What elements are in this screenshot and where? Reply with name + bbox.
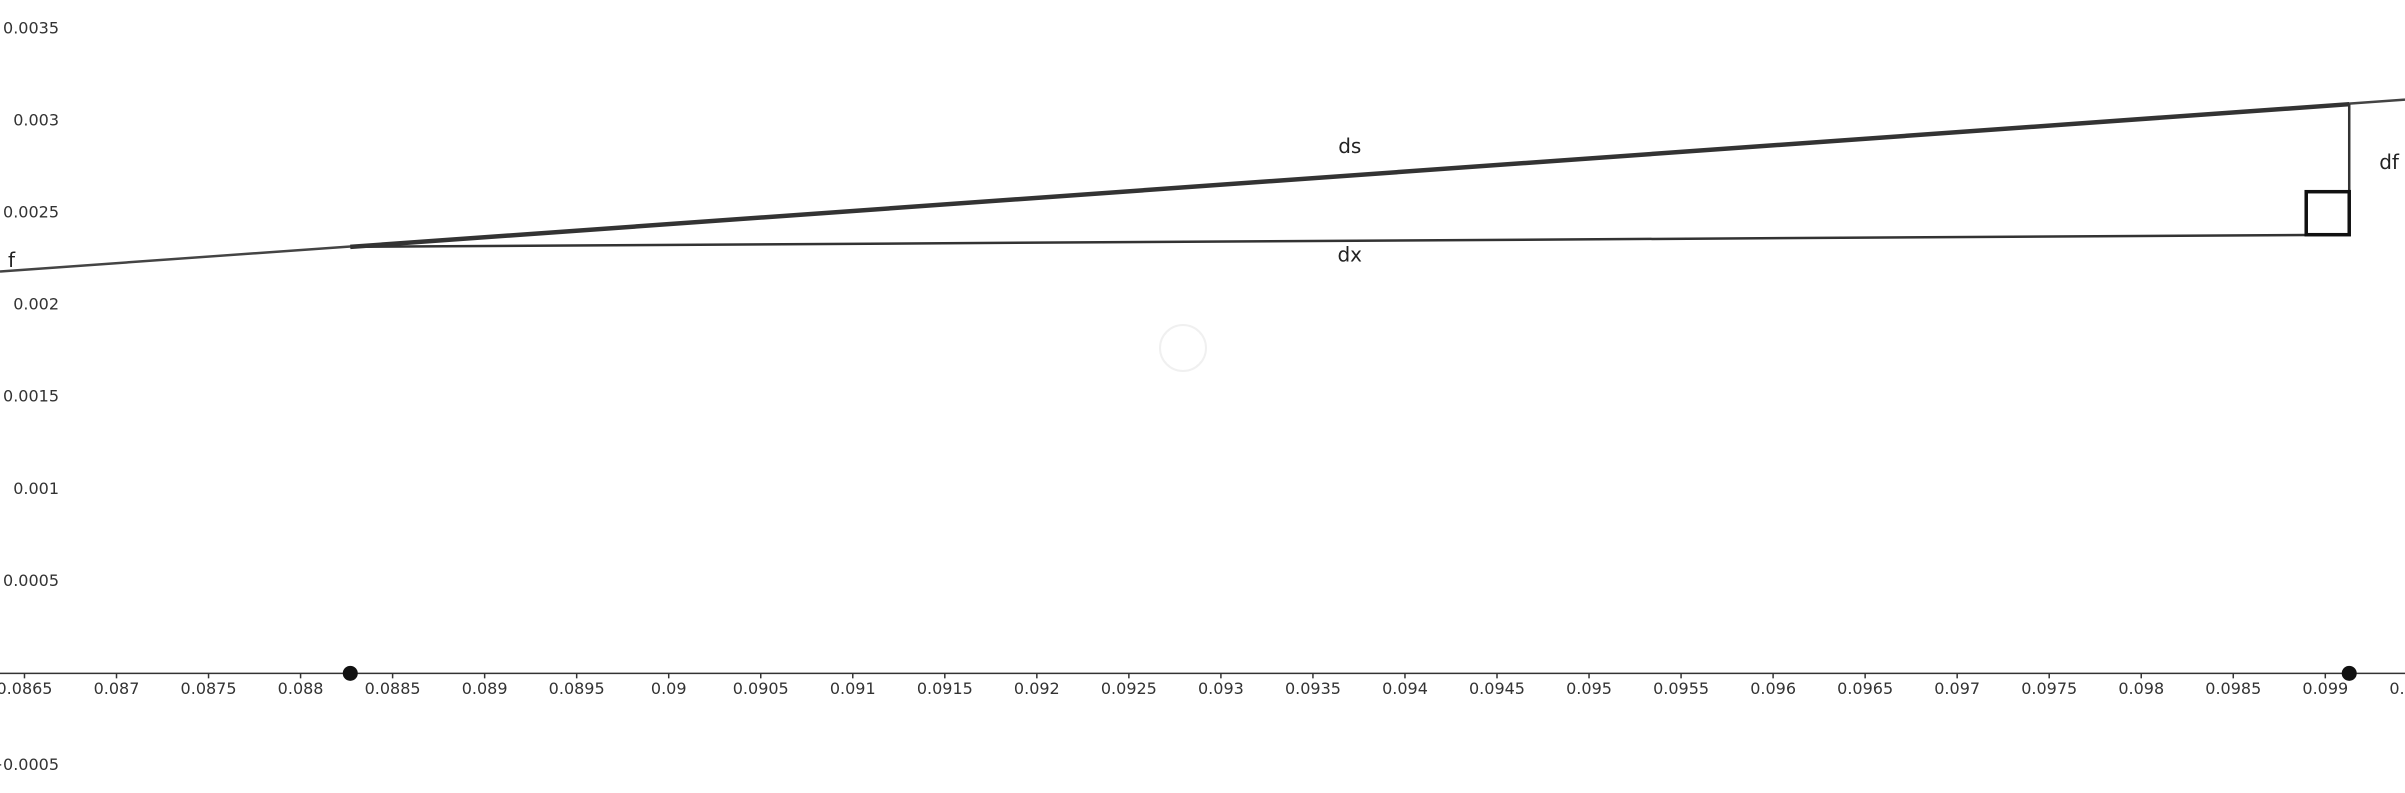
x-tick-label: 0.091 (830, 679, 876, 698)
curve-label: f (8, 248, 16, 272)
x-tick-label: 0.088 (278, 679, 324, 698)
x-tick-label: 0.0915 (917, 679, 973, 698)
x-tick-label: 0.097 (1934, 679, 1980, 698)
x-tick-label: 0.0925 (1101, 679, 1157, 698)
x-tick-label: 0.094 (1382, 679, 1428, 698)
x-tick-label: 0.0985 (2205, 679, 2261, 698)
segment-label: ds (1338, 134, 1361, 158)
x-tick-label: 0.0965 (1837, 679, 1893, 698)
y-tick-label: −0.0005 (0, 755, 59, 774)
x-tick-label: 0.0945 (1469, 679, 1525, 698)
x-tick-label: 0.0895 (549, 679, 605, 698)
x-tick-label: 0.0975 (2021, 679, 2077, 698)
x-tick-label: 0.095 (1566, 679, 1612, 698)
segment (350, 101, 2350, 250)
x-tick-label: 0.0935 (1285, 679, 1341, 698)
x-tick-label: 0.089 (462, 679, 508, 698)
x-tick-label: 0.096 (1750, 679, 1796, 698)
y-tick-label: 0.002 (13, 295, 59, 314)
y-tick-label: 0.0025 (3, 203, 59, 222)
x-tick-label: 0.0955 (1653, 679, 1709, 698)
segment-label: df (2379, 150, 2400, 174)
x-tick-label: 0.087 (94, 679, 140, 698)
x-tick-label: 0.098 (2118, 679, 2164, 698)
segment-label: dx (1337, 242, 1362, 266)
x-tick-label: 0.099 (2302, 679, 2348, 698)
x-tick-label: 0.09 (651, 679, 687, 698)
axis-point[interactable] (342, 665, 358, 681)
y-tick-label: 0.001 (13, 479, 59, 498)
axis-point[interactable] (2341, 665, 2357, 681)
cursor-ring (1159, 324, 1207, 372)
x-tick-label: 0.092 (1014, 679, 1060, 698)
y-tick-label: 0.003 (13, 111, 59, 130)
x-tick-label: 0.0865 (0, 679, 52, 698)
x-tick-label: 0.0905 (733, 679, 789, 698)
y-tick-label: 0.0035 (3, 19, 59, 38)
x-tick-label: 0.0885 (365, 679, 421, 698)
x-tick-label: 0.093 (1198, 679, 1244, 698)
x-tick-label: 0.0875 (181, 679, 237, 698)
y-tick-label: 0.0005 (3, 571, 59, 590)
y-tick-label: 0.0015 (3, 387, 59, 406)
right-angle-marker (2304, 189, 2351, 237)
x-tick-label: 0.0995 (2389, 679, 2405, 698)
segment (350, 233, 2350, 249)
